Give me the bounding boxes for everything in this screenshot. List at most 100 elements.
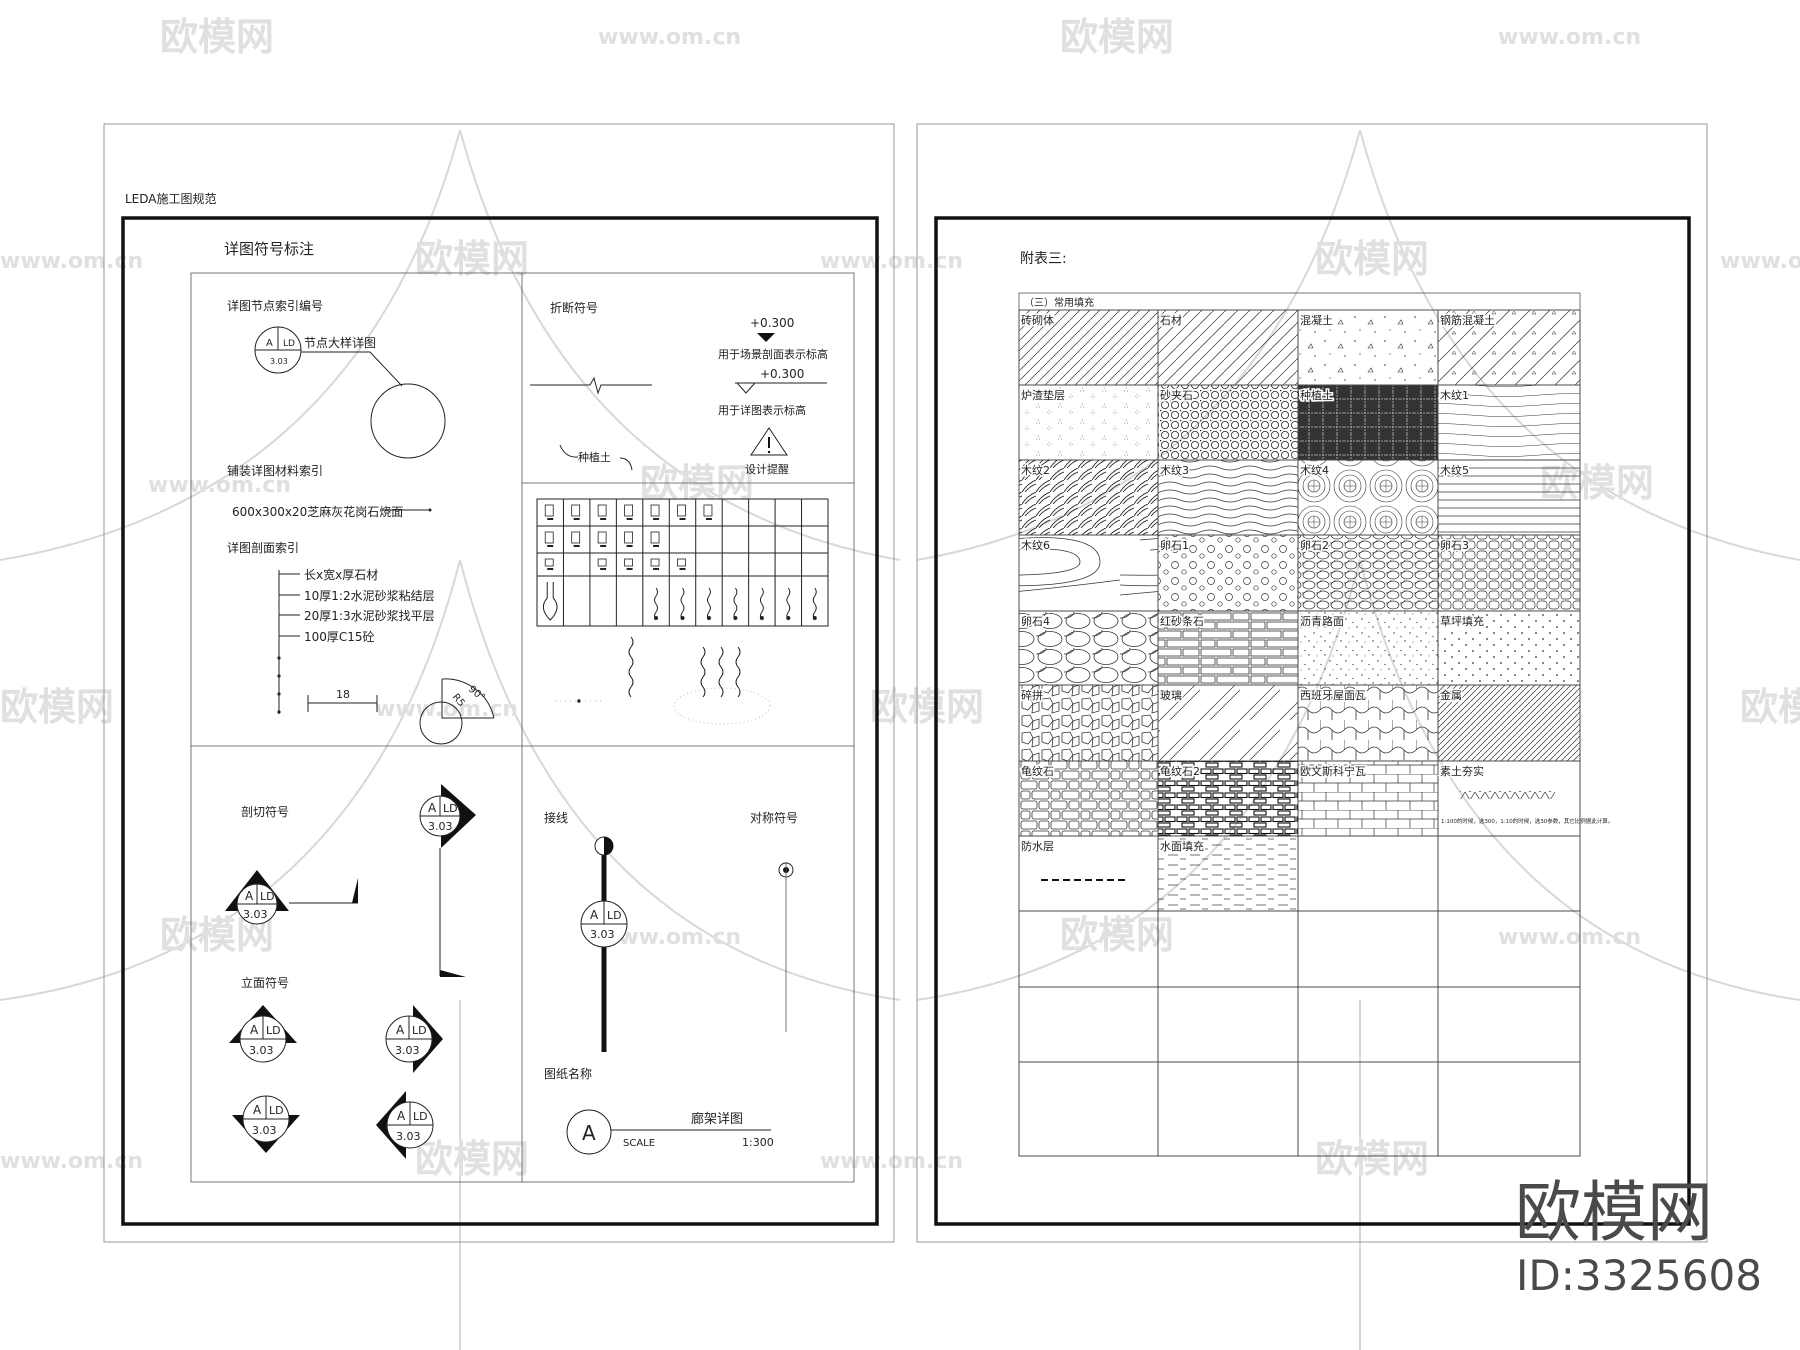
wood4-hatch — [1298, 460, 1438, 535]
watermark-logo: 欧模网 — [0, 685, 114, 729]
index-number: 3.03 — [428, 820, 453, 833]
layer-label: 10厚1:2水泥砂浆粘结层 — [304, 588, 435, 603]
index-code: LD — [266, 1024, 281, 1037]
fill-cell: 砂夹石 — [1157, 384, 1299, 461]
facade-symbol: A LD 3.03 — [232, 1095, 300, 1153]
fill-label: 混凝土 — [1300, 313, 1333, 327]
plant-symbol-icon — [812, 587, 817, 621]
scale-value: 1:300 — [742, 1136, 774, 1149]
metal-hatch — [1438, 685, 1580, 761]
facade-symbol: A LD 3.03 — [385, 1005, 443, 1073]
gravel-hatch — [1158, 385, 1298, 460]
fill-cell — [1018, 1061, 1159, 1157]
elevation-desc: 用于详图表示标高 — [718, 403, 806, 417]
fill-cell: 红砂条石 — [1157, 610, 1299, 686]
fill-cell — [1437, 1061, 1581, 1157]
pebble3-hatch — [1438, 535, 1580, 611]
watermark-layer: 欧模网 www.om.cn 欧模网 www.om.cn 欧模网 欧模网 www.… — [0, 15, 1800, 1350]
index-letter: A — [397, 1109, 406, 1123]
detail-circle — [370, 383, 446, 459]
watermark-logo: 欧模网 — [1315, 237, 1429, 281]
fill-cell — [1157, 986, 1299, 1063]
break-symbol-label: 折断符号 — [550, 300, 598, 315]
compacted-soil-hatch — [1460, 791, 1555, 799]
fill-label: 西班牙屋面瓦 — [1300, 689, 1366, 702]
plant-symbol-icon — [597, 531, 607, 547]
wood3-hatch — [1158, 460, 1298, 535]
brick-hatch-hatch — [1019, 310, 1158, 385]
plant-symbol-icon — [597, 504, 607, 520]
index-letter: A — [245, 889, 254, 903]
fill-label: 砂夹石 — [1160, 389, 1193, 402]
index-number: 3.03 — [270, 357, 288, 366]
fill-cell: 西班牙屋面瓦 — [1297, 684, 1439, 762]
watermark-url: www.om.cn — [1498, 925, 1641, 950]
fill-label: 草坪填充 — [1440, 614, 1484, 628]
fill-label: 种植土 — [1300, 388, 1333, 402]
fill-cell: 防水层 — [1018, 835, 1159, 912]
fill-cell — [1157, 910, 1299, 988]
fill-cell: 石材 — [1157, 309, 1299, 386]
fill-cell: 木纹1 — [1437, 384, 1581, 461]
planting-label: 种植土 — [578, 450, 611, 464]
model-id: ID:3325608 — [1516, 1251, 1762, 1300]
wood5-hatch — [1438, 460, 1580, 535]
plant-symbol-icon — [650, 531, 660, 547]
index-number: 3.03 — [252, 1124, 277, 1137]
fill-cell — [1297, 835, 1439, 912]
sheet-border — [916, 123, 1708, 1243]
plant-symbol-icon — [544, 558, 554, 570]
pebble4-hatch — [1019, 611, 1158, 685]
fill-cell — [1157, 1061, 1299, 1157]
symbol-grid — [190, 272, 855, 1183]
watermark-logo: 欧模网 — [1740, 685, 1800, 729]
facade-symbol-label: 立面符号 — [241, 975, 289, 990]
fill-cell: 草坪填充 — [1437, 610, 1581, 686]
drawing-letter: A — [582, 1121, 596, 1145]
fill-cell — [1297, 986, 1439, 1063]
elevation-value: +0.300 — [750, 316, 794, 330]
fill-label: 金属 — [1440, 688, 1462, 702]
index-code: LD — [269, 1104, 284, 1117]
plant-symbol-icon — [544, 531, 554, 547]
index-letter: A — [590, 908, 599, 922]
plant-symbol-icon — [786, 587, 791, 621]
glass-hatch — [1158, 685, 1298, 761]
plant-symbol-icon — [733, 587, 738, 621]
index-number: 3.03 — [249, 1044, 274, 1057]
fill-label: 沥青路面 — [1300, 615, 1344, 628]
fill-cell: 水面填充 — [1157, 835, 1299, 912]
fill-label: 炉渣垫层 — [1021, 388, 1065, 402]
symmetry-label: 对称符号 — [750, 810, 798, 825]
turtle-stone-hatch — [1019, 761, 1158, 836]
fill-label: 卵石2 — [1300, 539, 1329, 552]
design-reminder-label: 设计提醒 — [745, 463, 789, 476]
index-code: LD — [413, 1110, 428, 1123]
scale-label: SCALE — [623, 1138, 655, 1149]
stone-hatch-hatch — [1158, 310, 1298, 385]
facade-symbol: A LD 3.03 — [229, 1005, 297, 1063]
fill-cell: 玻璃 — [1157, 684, 1299, 762]
fill-label: 木纹6 — [1021, 538, 1050, 552]
section-symbol-vertical: A LD 3.03 — [419, 784, 476, 977]
fill-cell: 砖砌体 — [1018, 309, 1159, 386]
plant-symbol-icon — [650, 504, 660, 520]
watermark-url: www.om.cn — [598, 25, 741, 50]
plant-symbol-icon — [677, 504, 686, 520]
fill-cell: 种植土 — [1297, 384, 1439, 461]
facade-symbol: A LD 3.03 — [376, 1091, 434, 1159]
fill-cell: 混凝土 — [1297, 309, 1439, 386]
fill-cell — [1297, 910, 1439, 988]
spanish-tile-hatch — [1298, 685, 1438, 761]
watermark-url: www.om.cn — [1498, 25, 1641, 50]
fill-label: 木纹3 — [1160, 463, 1189, 477]
watermark-url: www.om.cn — [0, 1149, 143, 1174]
detail-index-symbol: A LD 3.03 — [254, 326, 302, 374]
drawing-title-block: A 廊架详图 SCALE 1:300 — [566, 1109, 774, 1155]
fill-cell — [1018, 986, 1159, 1063]
fill-label: 卵石1 — [1160, 539, 1189, 552]
fill-cell: 木纹5 — [1437, 459, 1581, 536]
watermark-logo: 欧模网 — [870, 685, 984, 729]
plant-symbol-icon — [597, 558, 607, 570]
fill-label: 欧文斯科宁瓦 — [1300, 764, 1366, 778]
